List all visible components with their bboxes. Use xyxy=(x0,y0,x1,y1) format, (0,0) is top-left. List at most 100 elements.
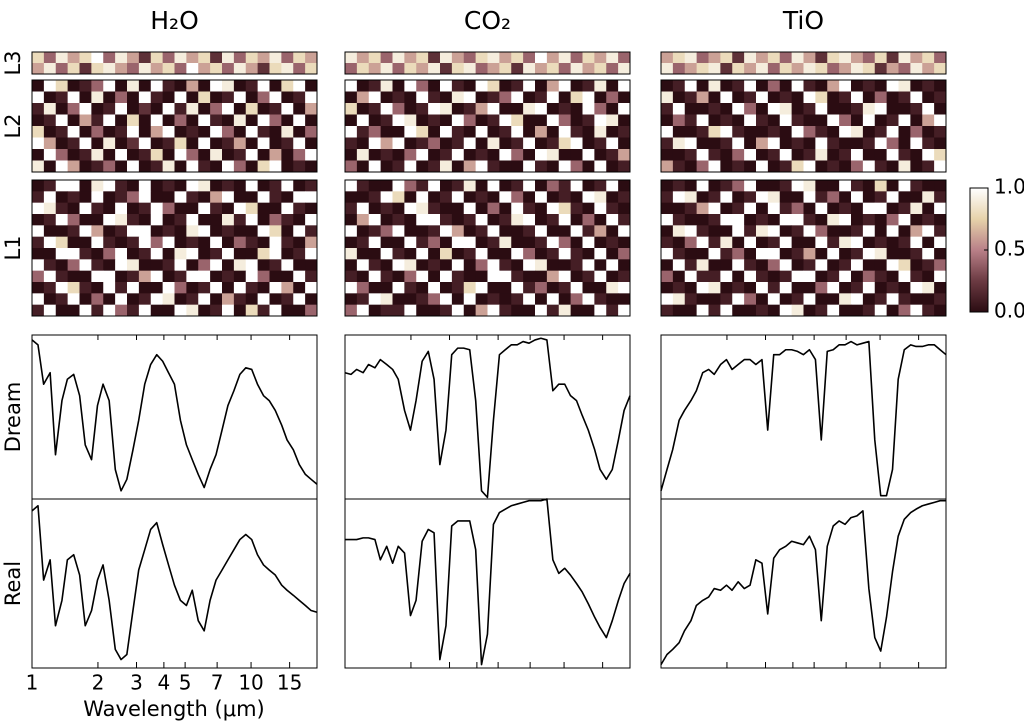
heatmap-cell xyxy=(511,52,524,64)
heatmap-cell xyxy=(910,114,923,127)
heatmap-cell xyxy=(138,304,152,317)
heatmap-cell xyxy=(606,270,619,283)
heatmap-cell xyxy=(174,180,187,192)
heatmap-cell xyxy=(174,191,187,204)
heatmap-cell xyxy=(233,202,247,215)
heatmap-cell xyxy=(523,236,536,249)
heatmap-cell xyxy=(404,137,417,150)
heatmap-cell xyxy=(511,126,524,138)
heatmap-cell xyxy=(756,282,769,294)
heatmap-cell xyxy=(570,114,583,127)
heatmap-cell xyxy=(886,80,899,92)
spectrum-frame xyxy=(344,498,631,669)
heatmap-cell xyxy=(708,202,721,215)
heatmap-cell xyxy=(67,52,80,64)
heatmap-cell xyxy=(934,91,947,104)
heatmap-cell xyxy=(839,160,852,173)
heatmap-cell xyxy=(281,214,294,226)
heatmap-cell xyxy=(210,180,223,192)
heatmap-cell xyxy=(186,137,199,150)
heatmap-cell xyxy=(186,149,199,161)
heatmap-cell xyxy=(756,137,769,150)
heatmap-cell xyxy=(815,202,828,215)
heatmap-cell xyxy=(404,236,417,249)
heatmap-cell xyxy=(428,248,441,260)
heatmap-cell xyxy=(79,225,92,238)
heatmap-cell xyxy=(210,114,223,127)
heatmap-cell xyxy=(791,225,804,238)
heatmap-cell xyxy=(305,191,318,204)
heatmap-cell xyxy=(257,63,270,75)
heatmap-cell xyxy=(32,80,45,92)
heatmap-cell xyxy=(269,304,282,317)
heatmap-cell xyxy=(874,270,888,283)
heatmap-cell xyxy=(103,52,116,64)
heatmap-cell xyxy=(257,236,270,249)
heatmap-cell xyxy=(862,202,876,215)
heatmap-cell xyxy=(32,225,45,238)
heatmap-cell xyxy=(138,52,152,64)
heatmap-cell xyxy=(32,63,45,75)
heatmap-cell xyxy=(661,126,674,138)
heatmap-cell xyxy=(345,282,358,294)
heatmap-cell xyxy=(535,52,548,64)
heatmap-cell xyxy=(79,126,92,138)
heatmap-cell xyxy=(150,114,164,127)
heatmap-cell xyxy=(862,52,876,64)
heatmap-cell xyxy=(79,214,92,226)
heatmap-cell xyxy=(696,304,709,317)
heatmap-cell xyxy=(499,304,512,317)
heatmap-cell xyxy=(779,126,793,138)
heatmap-cell xyxy=(127,91,140,104)
heatmap-cell xyxy=(618,114,631,127)
heatmap-cell xyxy=(416,248,429,260)
heatmap-cell xyxy=(233,304,247,317)
heatmap-cell xyxy=(720,236,733,249)
heatmap-cell xyxy=(862,126,876,138)
heatmap-cell xyxy=(546,304,560,317)
heatmap-cell xyxy=(606,52,619,64)
heatmap-cell xyxy=(618,52,631,64)
heatmap-cell xyxy=(672,80,686,92)
heatmap-cell xyxy=(451,202,465,215)
heatmap-cell xyxy=(886,180,899,192)
heatmap-cell xyxy=(606,149,619,161)
heatmap-cell xyxy=(91,248,104,260)
heatmap-cell xyxy=(138,236,152,249)
heatmap-cell xyxy=(174,160,187,173)
heatmap-cell xyxy=(910,91,923,104)
heatmap-cell xyxy=(661,270,674,283)
heatmap-cell xyxy=(174,91,187,104)
heatmap-cell xyxy=(732,259,745,272)
heatmap-cell xyxy=(55,103,69,115)
heatmap-cell xyxy=(233,103,247,115)
heatmap-cell xyxy=(79,149,92,161)
heatmap-cell xyxy=(103,270,116,283)
heatmap-cell xyxy=(463,160,477,173)
heatmap-cell xyxy=(475,304,488,317)
heatmap-cell xyxy=(886,225,899,238)
heatmap-cell xyxy=(839,293,852,306)
heatmap-cell xyxy=(886,91,899,104)
heatmap-cell xyxy=(851,160,864,173)
heatmap-cell xyxy=(815,149,828,161)
heatmap-cell xyxy=(803,304,816,317)
heatmap-cell xyxy=(115,160,128,173)
heatmap-cell xyxy=(281,191,294,204)
heatmap-cell xyxy=(570,180,583,192)
heatmap-cell xyxy=(162,202,175,215)
heatmap-cell xyxy=(440,91,453,104)
heatmap-cell xyxy=(815,304,828,317)
heatmap-cell xyxy=(744,160,757,173)
heatmap-cell xyxy=(661,202,674,215)
heatmap-cell xyxy=(356,270,370,283)
heatmap-cell xyxy=(257,191,270,204)
heatmap-cell xyxy=(245,160,259,173)
heatmap-cell xyxy=(744,236,757,249)
spectrum-line xyxy=(344,337,631,499)
heatmap-cell xyxy=(138,248,152,260)
heatmap-cell xyxy=(210,270,223,283)
heatmap-cell xyxy=(428,236,441,249)
heatmap-cell xyxy=(79,114,92,127)
heatmap-cell xyxy=(356,225,370,238)
